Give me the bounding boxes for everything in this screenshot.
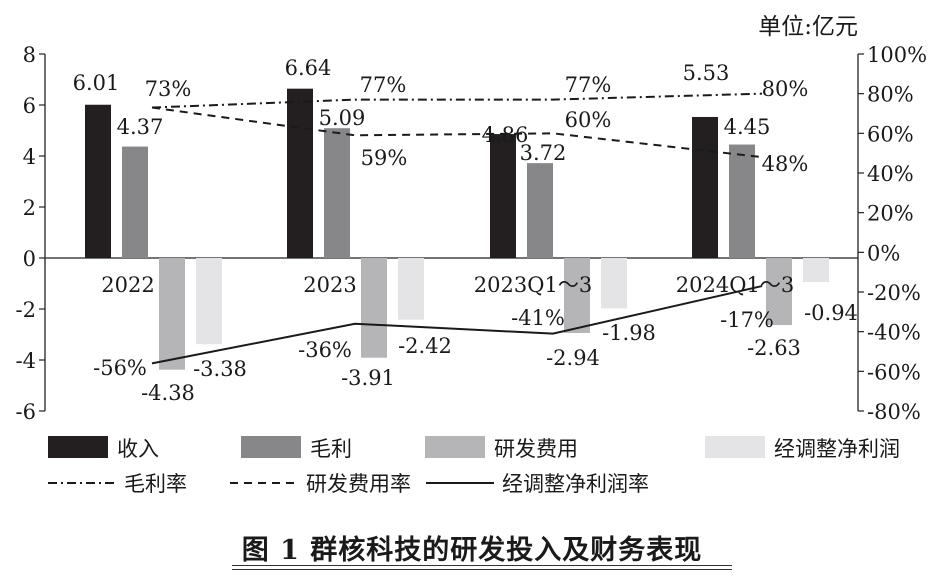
bar-1 bbox=[490, 134, 516, 258]
figure-caption: 图 1 群核科技的研发投入及财务表现 bbox=[241, 535, 703, 566]
rate-lines bbox=[151, 92, 763, 365]
bar-1 bbox=[692, 116, 718, 258]
left-tick-label: 2 bbox=[23, 196, 36, 220]
category-label: 2023 bbox=[303, 273, 356, 297]
right-tick-label: 20% bbox=[867, 202, 914, 226]
right-tick-label: -40% bbox=[867, 321, 921, 345]
caption-underline bbox=[232, 565, 732, 566]
bar-value-label: -0.94 bbox=[804, 301, 858, 325]
right-tick-label: 40% bbox=[867, 162, 914, 186]
bar-4 bbox=[398, 258, 424, 320]
bar-2 bbox=[324, 128, 350, 258]
rate-label: -36% bbox=[298, 338, 352, 362]
bar-value-label: -2.63 bbox=[747, 336, 801, 360]
legend-label: 研发费用率 bbox=[306, 472, 411, 496]
left-tick-label: 6 bbox=[23, 94, 36, 118]
bar-value-label: 4.37 bbox=[117, 115, 164, 139]
caption-underline bbox=[232, 569, 732, 570]
right-tick-label: -80% bbox=[867, 400, 921, 424]
bar-3 bbox=[361, 258, 387, 358]
bar-value-label: 4.86 bbox=[482, 123, 529, 147]
unit-label: 单位:亿元 bbox=[758, 14, 858, 40]
right-tick-label: -60% bbox=[867, 360, 921, 384]
bar-2 bbox=[729, 144, 755, 258]
bar-3 bbox=[564, 258, 590, 333]
bar-1 bbox=[287, 88, 313, 259]
axes: -6 -4 -2 0 2 4 6 8 -80% -60% -40% -20% 0% 20% 40% 60% 80… bbox=[16, 43, 928, 424]
left-tick-label: 0 bbox=[23, 247, 36, 271]
bar-2 bbox=[122, 146, 148, 258]
rate-label: -56% bbox=[93, 356, 147, 380]
right-tick-label: 100% bbox=[867, 43, 927, 67]
bar-1 bbox=[85, 104, 111, 259]
legend-swatch bbox=[48, 436, 108, 458]
rate-label: 80% bbox=[762, 77, 809, 101]
rate-line-2 bbox=[151, 106, 763, 159]
bar-value-label: -3.91 bbox=[341, 366, 395, 390]
legend-label: 经调整净利润 bbox=[774, 437, 900, 461]
bar-4 bbox=[601, 258, 627, 309]
bar-value-label: 5.09 bbox=[319, 106, 366, 130]
legend-label: 收入 bbox=[117, 437, 159, 461]
data-labels: 2022 2023 2023Q1～3 2024Q1～3 6.01 6.64 4.86 5.53… bbox=[73, 56, 858, 405]
bar-value-label: -2.94 bbox=[546, 346, 600, 370]
bar-value-label: -2.42 bbox=[398, 334, 452, 358]
bars bbox=[85, 88, 829, 370]
bar-value-label: -1.98 bbox=[602, 321, 656, 345]
bar-value-label: -3.38 bbox=[193, 357, 247, 381]
left-tick-label: 8 bbox=[23, 43, 36, 67]
rate-label: -41% bbox=[511, 306, 565, 330]
rate-label: 59% bbox=[361, 146, 408, 170]
left-tick-label: -2 bbox=[16, 298, 36, 322]
rate-label: 77% bbox=[565, 73, 612, 97]
legend-swatch bbox=[241, 436, 301, 458]
rate-label: 48% bbox=[762, 152, 809, 176]
legend-label: 毛利率 bbox=[124, 472, 187, 496]
rate-line-3 bbox=[151, 285, 763, 365]
rate-label: 73% bbox=[145, 77, 192, 101]
bar-2 bbox=[527, 163, 553, 258]
legend-swatch bbox=[425, 436, 485, 458]
legend-label: 经调整净利润率 bbox=[502, 472, 649, 496]
left-tick-label: 4 bbox=[23, 145, 36, 169]
legend-swatch bbox=[705, 436, 765, 458]
bar-value-label: 3.72 bbox=[520, 141, 567, 165]
right-tick-label: 0% bbox=[867, 241, 900, 265]
bar-4 bbox=[803, 258, 829, 282]
rate-label: -17% bbox=[720, 308, 774, 332]
legend-label: 研发费用 bbox=[494, 437, 578, 461]
bar-value-label: -4.38 bbox=[141, 381, 195, 405]
legend-label: 毛利 bbox=[310, 437, 352, 461]
rate-label: 77% bbox=[360, 73, 407, 97]
bar-value-label: 4.45 bbox=[724, 115, 771, 139]
rate-label: 60% bbox=[565, 108, 612, 132]
rate-line-1 bbox=[151, 92, 763, 109]
bar-value-label: 6.64 bbox=[285, 56, 332, 80]
category-label: 2023Q1～3 bbox=[474, 273, 592, 297]
bar-3 bbox=[159, 258, 185, 370]
bar-value-label: 5.53 bbox=[683, 61, 730, 85]
left-tick-label: -6 bbox=[16, 400, 36, 424]
bar-3 bbox=[766, 258, 792, 326]
left-tick-label: -4 bbox=[16, 349, 36, 373]
category-label: 2024Q1～3 bbox=[676, 273, 794, 297]
right-tick-label: -20% bbox=[867, 281, 921, 305]
right-tick-label: 80% bbox=[867, 83, 914, 107]
right-tick-label: 60% bbox=[867, 122, 914, 146]
bar-4 bbox=[196, 258, 222, 345]
category-label: 2022 bbox=[101, 273, 154, 297]
bar-value-label: 6.01 bbox=[73, 71, 120, 95]
